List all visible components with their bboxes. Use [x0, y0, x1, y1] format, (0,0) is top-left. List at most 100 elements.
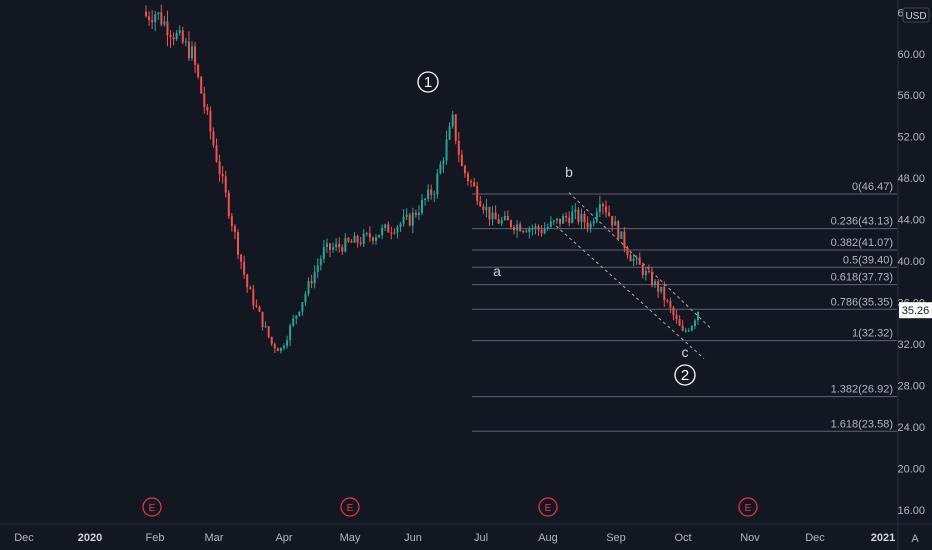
price-axis-tick: 32.00	[897, 339, 925, 351]
fib-level-label: 0.382(41.07)	[831, 237, 893, 249]
wave-1-label-circle[interactable]	[417, 71, 439, 93]
time-axis-tick: Jun	[404, 532, 422, 544]
candle-body	[589, 223, 592, 228]
candle-body	[672, 307, 675, 316]
candle-body	[574, 209, 577, 212]
candle-body	[307, 281, 310, 294]
candle-body	[436, 173, 439, 195]
candle-body	[218, 161, 221, 174]
candle-body	[660, 286, 663, 292]
candle-body	[233, 226, 236, 232]
candle-body	[479, 201, 482, 207]
candle-body	[148, 16, 151, 21]
candle-body	[546, 226, 549, 229]
candle-body	[405, 214, 408, 217]
earnings-marker-label: E	[347, 503, 354, 514]
earnings-marker-icon[interactable]	[142, 497, 162, 517]
candle-body	[500, 219, 503, 224]
candle-body	[684, 330, 687, 332]
price-axis-tick: 52.00	[897, 132, 925, 144]
candle-body	[375, 237, 377, 241]
candle-body	[365, 233, 368, 235]
candle-body	[157, 12, 160, 15]
candle-body	[687, 330, 690, 332]
fib-level-label: 0.5(39.40)	[843, 254, 893, 266]
wave-a-label: a	[493, 263, 501, 279]
candle-body	[381, 227, 384, 235]
candle-body	[555, 218, 558, 221]
candle-body	[243, 261, 246, 275]
candle-body	[586, 222, 589, 228]
candle-body	[316, 265, 319, 272]
candle-body	[341, 247, 344, 252]
candle-body	[457, 140, 460, 155]
candle-body	[617, 221, 620, 239]
candle-body	[641, 264, 644, 276]
candle-body	[528, 228, 531, 233]
elliott-wave-labels[interactable]: 1 2 a b c	[417, 71, 696, 386]
candle-body	[252, 289, 255, 306]
last-price-tag	[899, 302, 932, 319]
candle-body	[693, 320, 696, 327]
candle-body	[433, 194, 436, 196]
candle-body	[598, 204, 601, 213]
time-axis-tick: May	[340, 532, 361, 544]
earnings-marker-icon[interactable]	[340, 497, 360, 517]
price-axis-tick: 40.00	[897, 256, 925, 268]
candle-body	[620, 231, 623, 239]
candle-body	[175, 33, 178, 40]
fib-level-label: 0.618(37.73)	[831, 272, 893, 284]
candle-body	[301, 302, 304, 312]
currency-badge[interactable]	[902, 7, 930, 23]
candle-body	[424, 198, 427, 200]
wave-2-label: 2	[681, 367, 689, 384]
candle-body	[344, 238, 347, 252]
candle-body	[595, 212, 598, 222]
earnings-marker-label: E	[545, 503, 552, 514]
candle-body	[304, 293, 307, 303]
candle-body	[651, 271, 653, 286]
candle-body	[160, 12, 163, 25]
fib-level-label: 0.786(35.35)	[831, 296, 893, 308]
candle-body	[467, 173, 469, 182]
time-axis-tick: Aug	[538, 532, 558, 544]
fibonacci-retracement[interactable]: 0(46.47) 0.236(43.13) 0.382(41.07) 0.5(39.4…	[472, 181, 897, 432]
price-axis-tick: 16.00	[897, 505, 925, 517]
candle-body	[194, 46, 197, 65]
candle-body	[178, 30, 181, 34]
auto-scale-button[interactable]: A	[911, 533, 919, 545]
candle-body	[279, 347, 282, 352]
candle-body	[387, 224, 390, 233]
candle-body	[197, 64, 200, 77]
candle-body	[654, 281, 657, 286]
price-axis-tick: 60.00	[897, 49, 925, 61]
candle-body	[390, 232, 393, 234]
earnings-marker-icon[interactable]	[738, 497, 758, 517]
price-axis-tick: 28.00	[897, 380, 925, 392]
candle-body	[629, 254, 632, 262]
time-axis-tick: 2021	[871, 532, 895, 544]
candle-body	[172, 37, 175, 40]
candle-body	[519, 224, 522, 232]
wave-2-label-circle[interactable]	[674, 364, 696, 386]
candle-body	[675, 315, 678, 320]
candle-body	[200, 76, 203, 94]
candle-body	[543, 228, 546, 234]
candle-body	[525, 231, 528, 233]
candle-body	[445, 139, 448, 161]
candle-body	[322, 246, 325, 259]
candle-body	[678, 319, 681, 326]
candle-body	[681, 325, 684, 331]
candle-body	[169, 35, 172, 38]
price-axis-tick: 24.00	[897, 422, 925, 434]
candle-body	[552, 220, 555, 222]
candle-body	[638, 257, 641, 265]
candle-body	[439, 164, 442, 174]
candle-body	[310, 281, 313, 284]
candle-body	[264, 326, 267, 328]
candle-body	[421, 199, 423, 213]
earnings-marker-icon[interactable]	[538, 497, 558, 517]
